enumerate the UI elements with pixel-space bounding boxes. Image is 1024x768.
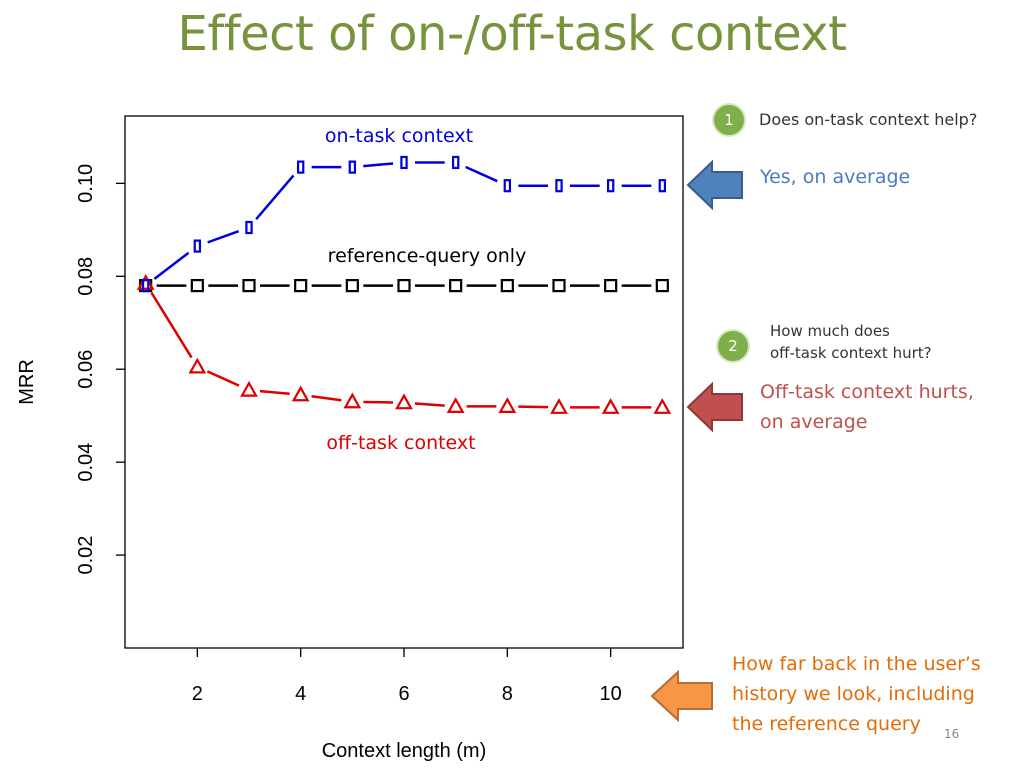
series-line-segment	[414, 402, 445, 407]
data-point	[503, 179, 512, 193]
callout-2-answer-line2: on average	[760, 411, 868, 433]
data-point	[451, 155, 460, 170]
series-line-segment	[207, 230, 240, 244]
data-point	[141, 278, 150, 293]
data-point	[395, 393, 413, 410]
series-reference-query-only	[139, 278, 669, 293]
y-tick-label: 0.08	[75, 257, 97, 296]
data-point	[446, 397, 465, 413]
x-tick-label: 10	[600, 683, 622, 705]
x-tick-label: 2	[192, 683, 203, 705]
callout-3-note-line3: the reference query	[732, 713, 921, 735]
data-point	[400, 155, 408, 170]
series-line-segment	[311, 395, 342, 402]
callout-2-badge: 2	[716, 329, 750, 363]
red-left-arrow-icon	[686, 382, 743, 432]
callout-2-answer: Off-task context hurts, on average	[760, 377, 974, 437]
callout-1-badge: 1	[712, 103, 746, 137]
series-line-segment	[255, 174, 295, 220]
series-label-on-task: on-task context	[325, 125, 473, 147]
series-on-task-context	[141, 155, 667, 293]
callout-3-note-line1: How far back in the user’s	[732, 653, 981, 675]
x-tick-label: 6	[398, 683, 409, 705]
data-point	[240, 380, 258, 397]
callout-2-question-line2: off-task context hurt?	[770, 344, 932, 362]
data-point	[343, 392, 362, 409]
data-point	[296, 160, 305, 174]
data-point	[658, 179, 667, 193]
data-point	[242, 278, 256, 293]
y-tick-label: 0.06	[75, 350, 97, 389]
series-line-segment	[153, 251, 190, 280]
series-label-reference: reference-query only	[328, 245, 527, 267]
data-point	[345, 278, 359, 293]
callout-3-note: How far back in the user’s history we lo…	[732, 649, 981, 739]
series-line-segment	[363, 162, 394, 168]
plot-frame	[124, 115, 684, 649]
series-line-segment	[465, 165, 498, 183]
data-point	[601, 398, 620, 414]
series-label-off-task: off-task context	[326, 432, 475, 454]
x-tick-label: 8	[502, 683, 513, 705]
series-line-segment	[518, 405, 549, 409]
data-point	[188, 357, 207, 374]
y-axis-label: MRR	[16, 359, 38, 405]
callout-2-question: How much does off-task context hurt?	[770, 320, 932, 364]
callout-1-question: Does on-task context help?	[759, 110, 978, 129]
data-point	[550, 398, 568, 414]
data-point	[555, 179, 563, 193]
series-line-segment	[150, 291, 193, 359]
data-point	[498, 397, 517, 413]
data-point	[552, 278, 566, 293]
y-tick-label: 0.02	[75, 536, 97, 575]
data-point	[653, 398, 672, 414]
data-point	[606, 179, 615, 193]
x-axis-label: Context length (m)	[322, 740, 487, 762]
data-point	[397, 278, 411, 293]
series-layer	[136, 155, 672, 414]
data-point	[655, 278, 669, 293]
data-point	[604, 278, 618, 293]
page-number: 16	[944, 727, 960, 741]
axes: 2 4 6 8 10 0.02 0.04 0.06 0.08 0.10	[75, 164, 622, 705]
series-line-segment	[206, 370, 240, 387]
data-point	[291, 385, 310, 402]
callout-1-answer: Yes, on average	[760, 166, 911, 188]
data-point	[449, 278, 463, 293]
slide-title: Effect of on-/off-task context	[177, 6, 848, 62]
data-point	[500, 278, 514, 293]
callout-2-answer-line1: Off-task context hurts,	[760, 381, 974, 403]
orange-left-arrow-icon	[650, 670, 713, 722]
blue-left-arrow-icon	[686, 160, 743, 210]
data-point	[348, 160, 357, 174]
x-tick-label: 4	[295, 683, 306, 705]
data-point	[193, 239, 202, 253]
y-tick-label: 0.04	[75, 443, 97, 482]
series-off-task-context	[136, 274, 672, 414]
data-point	[190, 278, 204, 293]
data-point	[294, 278, 308, 293]
data-point	[245, 220, 253, 235]
y-tick-label: 0.10	[75, 164, 97, 203]
callout-2-question-line1: How much does	[770, 322, 890, 340]
series-line-segment	[259, 389, 290, 396]
callout-3-note-line2: history we look, including	[732, 683, 975, 705]
series-line-segment	[363, 400, 394, 404]
